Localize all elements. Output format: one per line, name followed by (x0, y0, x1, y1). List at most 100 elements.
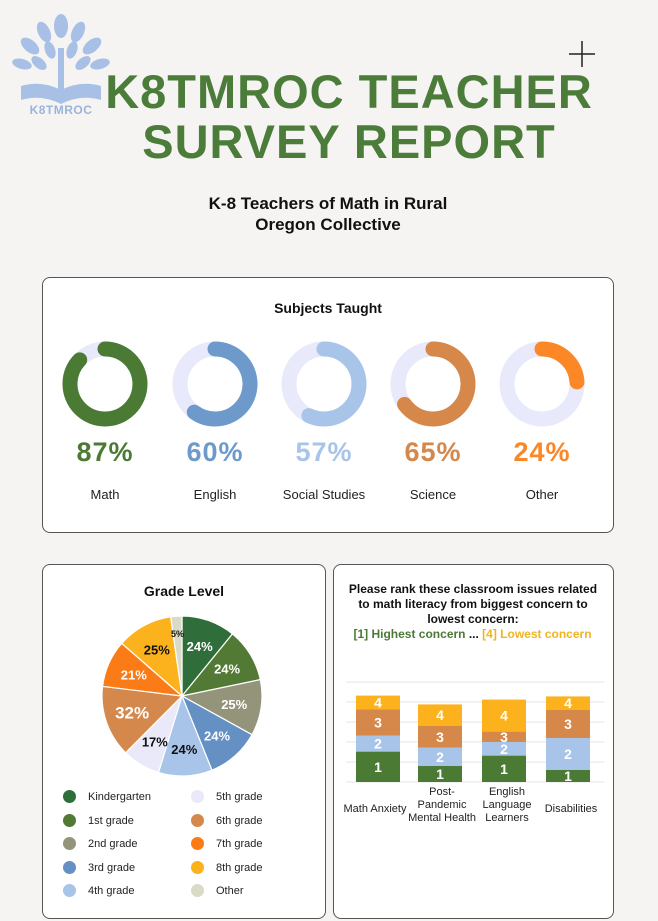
bar-segment-rank-4 (482, 699, 526, 732)
donut-social-studies (281, 341, 367, 427)
bar-segment-rank-2 (418, 747, 462, 766)
legend-swatch (191, 790, 204, 803)
bar-segment-rank-2 (546, 738, 590, 770)
label-social-studies: Social Studies (282, 487, 366, 502)
grade-level-pie: 24%24%25%24%24%17%32%21%25%5% (101, 615, 263, 777)
donut-english (172, 341, 258, 427)
bar-segment-rank-3 (418, 726, 462, 748)
legend-swatch (63, 837, 76, 850)
bar-label-rank-3: 3 (500, 729, 508, 745)
plus-icon[interactable] (568, 40, 596, 68)
grade-level-title: Grade Level (143, 583, 225, 599)
donut-math (62, 341, 148, 427)
bar-segment-rank-3 (482, 731, 526, 742)
bar-segment-rank-1 (418, 766, 462, 782)
pie-label-1st-grade: 24% (214, 662, 240, 677)
donut-arc-other (499, 341, 585, 427)
bar-segment-rank-1 (546, 770, 590, 782)
bar-segment-rank-2 (482, 742, 526, 756)
bar-label-rank-1: 1 (436, 766, 444, 782)
legend-swatch (191, 860, 204, 874)
legend-swatch (63, 860, 76, 874)
bar-label-rank-2: 2 (374, 736, 382, 752)
pie-label-kindergarten: 24% (187, 639, 213, 654)
bar-label-rank-2: 2 (500, 741, 508, 757)
bar-label-rank-3: 3 (564, 716, 572, 732)
ranking-key: [1] Highest concern ... [4] Lowest conce… (335, 627, 610, 641)
pie-label-other: 5% (171, 629, 184, 639)
xlabel-disabilities: Disabilities (544, 803, 598, 815)
xlabel-english-learners: English Language Learners (482, 786, 532, 824)
ranking-question: Please rank these classroom issues relat… (348, 582, 598, 626)
subtitle-line2: Oregon Collective (255, 215, 401, 234)
label-english: English (193, 487, 237, 502)
legend-swatch (191, 837, 204, 850)
legend-label: 4th grade (88, 885, 135, 897)
legend-label: 7th grade (216, 838, 263, 850)
logo-tree-icon (12, 14, 110, 104)
bar-label-rank-3: 3 (374, 714, 382, 730)
bar-label-rank-3: 3 (436, 729, 444, 745)
pie-label-2nd-grade: 25% (221, 697, 247, 712)
pct-social-studies: 57% (295, 437, 353, 467)
report-title-line1: K8TMROC TEACHER (105, 65, 593, 118)
bar-segment-rank-3 (546, 710, 590, 738)
key-lowest: [4] Lowest concern (482, 627, 592, 641)
label-math: Math (90, 487, 120, 502)
bar-label-rank-4: 4 (374, 694, 382, 710)
legend-label: Kindergarten (88, 791, 151, 803)
bar-segment-rank-1 (482, 755, 526, 782)
legend-label: 6th grade (216, 814, 263, 827)
legend-label: 3rd grade (88, 861, 136, 874)
pie-label-3rd-grade: 24% (204, 729, 230, 744)
pct-other: 24% (513, 437, 571, 467)
donut-arc-math (62, 341, 148, 427)
bar-segment-rank-4 (546, 696, 590, 710)
subjects-taught-title: Subjects Taught (274, 300, 382, 316)
legend-label: Other (216, 885, 244, 897)
pie-slice-6th-grade (101, 685, 184, 754)
bar-label-rank-1: 1 (500, 761, 508, 777)
legend-swatch (63, 790, 76, 803)
pct-science: 65% (404, 437, 462, 467)
bar-label-rank-2: 2 (564, 746, 572, 762)
pct-english: 60% (186, 437, 244, 467)
xlabel-math-anxiety: Math Anxiety (343, 803, 407, 815)
donut-arc-science (390, 341, 476, 427)
subtitle-line1: K-8 Teachers of Math in Rural (208, 194, 448, 213)
legend-label: 8th grade (216, 861, 263, 874)
legend-swatch (191, 813, 204, 827)
legend-swatch (63, 884, 76, 897)
donut-arc-english (172, 341, 258, 427)
bar-label-rank-1: 1 (374, 759, 382, 775)
bar-label-rank-4: 4 (436, 707, 444, 723)
donut-other (499, 341, 585, 427)
bar-label-rank-4: 4 (564, 695, 572, 711)
bar-label-rank-2: 2 (436, 749, 444, 765)
label-science: Science (409, 487, 457, 502)
bar-label-rank-4: 4 (500, 708, 508, 724)
legend-label: 1st grade (88, 814, 134, 827)
bar-label-rank-1: 1 (564, 768, 572, 784)
pct-math: 87% (76, 437, 134, 467)
xlabel-post-pandemic: Post-Pandemic Mental Health (408, 786, 476, 824)
bar-segment-rank-4 (356, 695, 400, 710)
pie-label-5th-grade: 17% (142, 734, 168, 749)
bar-segment-rank-4 (418, 704, 462, 726)
pie-slice-other (169, 615, 183, 697)
pie-label-6th-grade: 32% (115, 703, 149, 722)
logo-text: K8TMROC (29, 103, 93, 117)
key-separator: ... (465, 627, 483, 641)
report-title-line2: SURVEY REPORT (142, 115, 556, 168)
donut-science (390, 341, 476, 427)
legend-label: 2nd grade (88, 838, 138, 850)
donut-arc-social-studies (281, 341, 367, 427)
key-highest: [1] Highest concern (353, 627, 466, 641)
bar-segment-rank-3 (356, 709, 400, 736)
bar-segment-rank-1 (356, 751, 400, 782)
pie-label-7th-grade: 21% (121, 668, 147, 683)
pie-label-8th-grade: 25% (144, 643, 170, 658)
legend-swatch (191, 884, 204, 897)
bar-segment-rank-2 (356, 735, 400, 752)
